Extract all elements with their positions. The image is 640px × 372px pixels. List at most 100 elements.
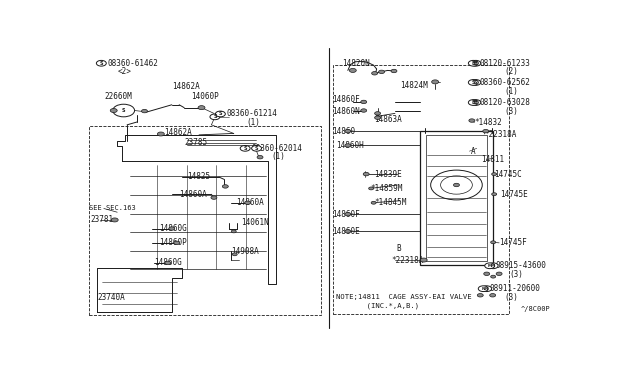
Circle shape — [488, 263, 498, 269]
Text: ^/8C00P: ^/8C00P — [520, 306, 550, 312]
Text: 14825: 14825 — [187, 173, 210, 182]
Text: S: S — [243, 146, 247, 151]
Text: 08360-61462: 08360-61462 — [108, 59, 158, 68]
Text: S: S — [219, 112, 222, 116]
Text: S: S — [213, 114, 217, 119]
Text: *22318A: *22318A — [392, 256, 424, 264]
Text: S: S — [100, 61, 103, 66]
Text: N: N — [481, 287, 485, 291]
Circle shape — [374, 112, 381, 115]
Text: 14860P: 14860P — [159, 238, 187, 247]
Text: <2>: <2> — [117, 67, 131, 76]
Circle shape — [484, 263, 495, 269]
Text: 14860G: 14860G — [154, 259, 182, 267]
Text: M: M — [488, 264, 492, 268]
Text: S: S — [472, 80, 475, 85]
Text: 14745E: 14745E — [500, 190, 529, 199]
Text: 14863A: 14863A — [374, 115, 401, 124]
Circle shape — [173, 241, 180, 244]
Text: *14832: *14832 — [474, 118, 502, 127]
Text: 08120-61233: 08120-61233 — [479, 59, 530, 68]
Circle shape — [345, 230, 351, 233]
Circle shape — [210, 114, 220, 120]
Text: 14860F: 14860F — [332, 210, 360, 219]
Circle shape — [240, 145, 250, 151]
Circle shape — [492, 193, 497, 196]
Text: A: A — [471, 147, 476, 156]
Circle shape — [483, 129, 489, 133]
Circle shape — [345, 129, 351, 133]
Text: SEE SEC.163: SEE SEC.163 — [89, 205, 136, 212]
Text: 23785: 23785 — [184, 138, 207, 147]
Circle shape — [349, 68, 356, 73]
Text: B: B — [472, 61, 476, 66]
Circle shape — [471, 100, 481, 105]
Circle shape — [372, 71, 378, 75]
Circle shape — [165, 261, 171, 264]
Circle shape — [216, 111, 225, 117]
Circle shape — [491, 241, 495, 244]
Circle shape — [468, 60, 478, 66]
Circle shape — [111, 218, 118, 222]
Circle shape — [496, 272, 502, 276]
Circle shape — [232, 253, 237, 256]
Text: 23740A: 23740A — [97, 293, 125, 302]
Text: N: N — [485, 287, 488, 291]
Text: 14860A: 14860A — [179, 190, 207, 199]
Circle shape — [369, 187, 374, 190]
Text: 14824M: 14824M — [400, 81, 428, 90]
Text: S: S — [474, 80, 477, 85]
Circle shape — [391, 69, 397, 73]
Circle shape — [454, 183, 460, 187]
Text: 14811: 14811 — [481, 155, 504, 164]
Circle shape — [169, 227, 175, 230]
Circle shape — [361, 109, 367, 112]
Circle shape — [364, 172, 369, 176]
Text: 08915-43600: 08915-43600 — [495, 261, 547, 270]
Text: 14860A: 14860A — [236, 198, 264, 207]
Circle shape — [482, 286, 492, 292]
Bar — [89, 126, 321, 315]
Circle shape — [374, 116, 381, 119]
Text: B: B — [396, 244, 401, 253]
Circle shape — [361, 100, 367, 104]
Text: 08360-62014: 08360-62014 — [251, 144, 302, 153]
Circle shape — [231, 230, 236, 233]
Text: (3): (3) — [504, 293, 518, 302]
Text: S: S — [255, 146, 259, 151]
Text: 14839E: 14839E — [374, 170, 403, 179]
Text: 14860: 14860 — [332, 126, 355, 136]
Circle shape — [371, 201, 376, 204]
Text: 08360-62562: 08360-62562 — [479, 78, 530, 87]
Circle shape — [492, 173, 497, 176]
Circle shape — [345, 212, 351, 216]
Circle shape — [469, 119, 475, 122]
Text: 08360-61214: 08360-61214 — [227, 109, 277, 118]
Text: 14860G: 14860G — [159, 224, 187, 233]
Text: 22660M: 22660M — [105, 92, 132, 101]
Circle shape — [157, 132, 164, 136]
Bar — [333, 65, 509, 314]
Text: *14845M: *14845M — [374, 198, 406, 207]
Circle shape — [431, 80, 438, 84]
Circle shape — [113, 104, 134, 117]
Circle shape — [252, 145, 262, 151]
Text: *22318A: *22318A — [484, 129, 516, 138]
Text: (2): (2) — [504, 67, 518, 76]
Text: 14862A: 14862A — [172, 82, 200, 91]
Circle shape — [211, 196, 217, 199]
Circle shape — [345, 144, 351, 147]
Text: (1): (1) — [271, 153, 285, 161]
Circle shape — [478, 286, 488, 292]
Text: 14060P: 14060P — [191, 92, 220, 101]
Text: 14745F: 14745F — [499, 238, 527, 247]
Circle shape — [379, 70, 385, 74]
Text: B: B — [474, 61, 477, 66]
Text: B: B — [474, 100, 477, 105]
Circle shape — [477, 294, 483, 297]
Text: *14859M: *14859M — [370, 184, 403, 193]
Text: 14860H: 14860H — [336, 141, 364, 150]
Circle shape — [471, 60, 481, 66]
Text: 14860N: 14860N — [332, 107, 360, 116]
Text: 08120-63028: 08120-63028 — [479, 98, 530, 107]
